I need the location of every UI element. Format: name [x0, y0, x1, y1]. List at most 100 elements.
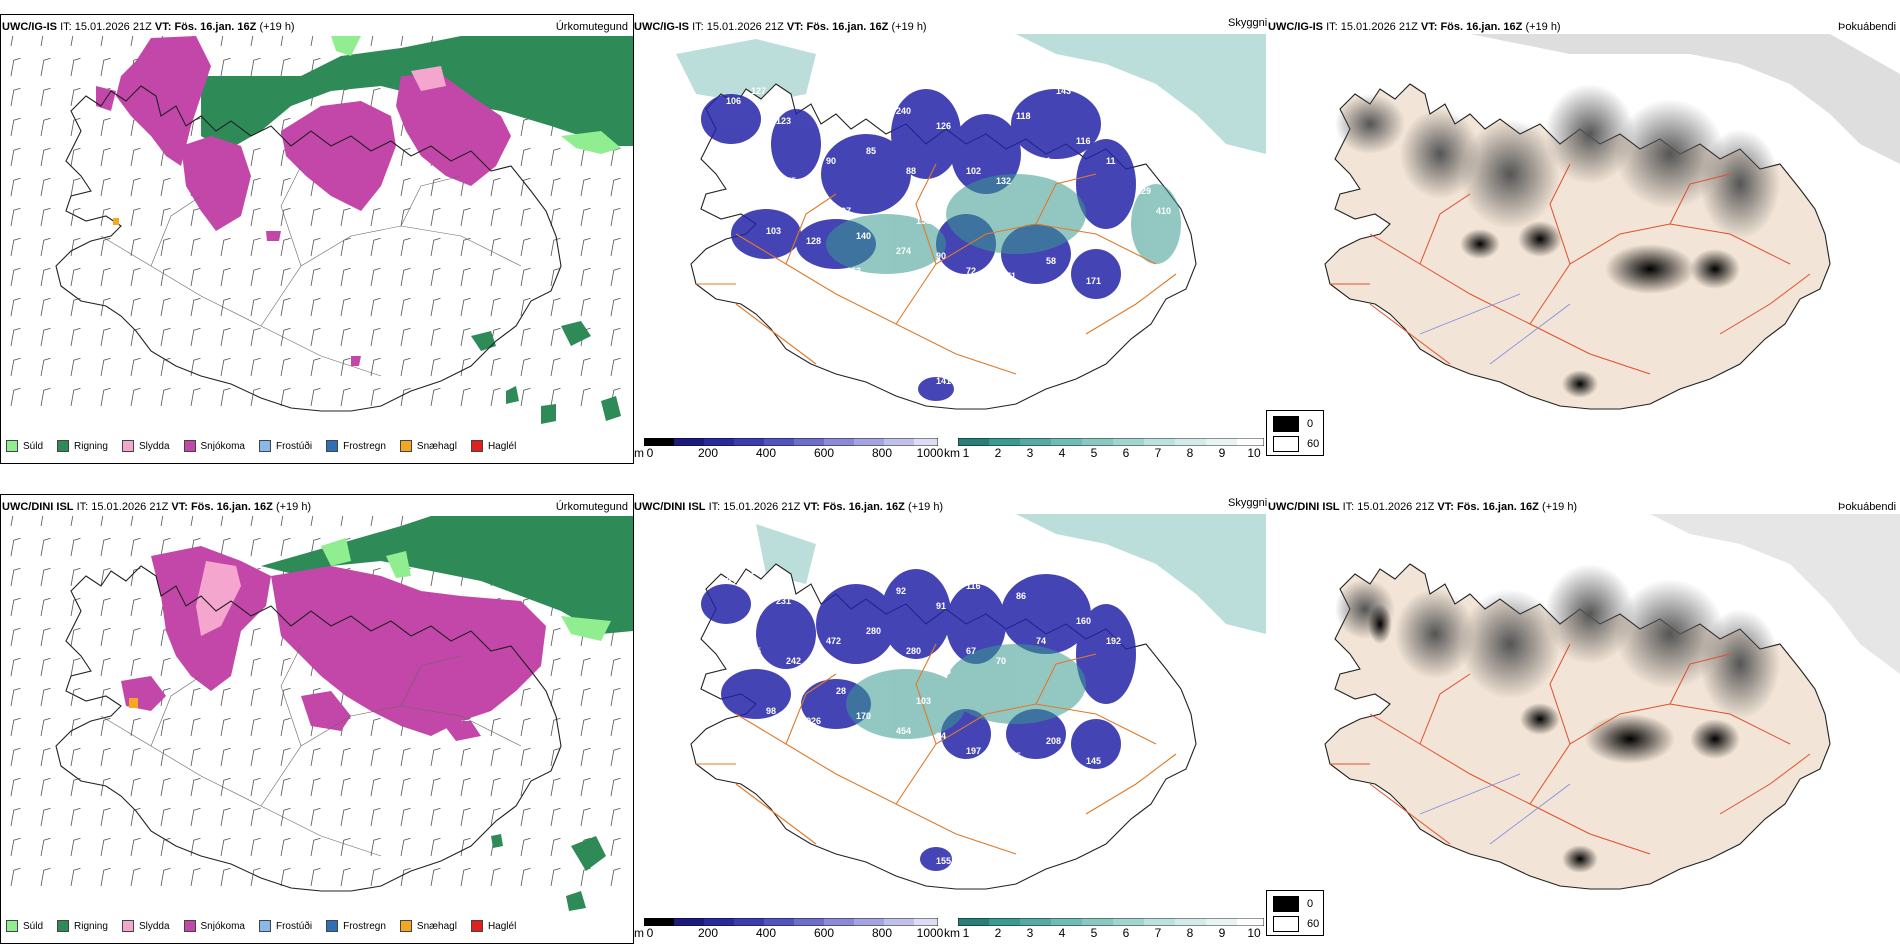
wind-barb — [100, 687, 111, 707]
wind-barb — [490, 357, 501, 377]
wind-barb — [160, 687, 171, 707]
wind-barb — [70, 747, 81, 767]
wind-barb — [610, 147, 621, 167]
legend-swatch — [1273, 896, 1299, 912]
wind-barb — [280, 267, 291, 287]
cloud-base-value: 128 — [806, 236, 821, 246]
wind-barb — [250, 717, 261, 737]
wind-barb — [40, 357, 51, 377]
wind-barb — [220, 717, 231, 737]
wind-barb — [610, 297, 621, 317]
wind-barb — [520, 807, 531, 827]
wind-barb — [100, 516, 104, 527]
wind-barb — [220, 327, 231, 347]
fog-offshore — [1650, 514, 1900, 674]
legend-swatch — [470, 920, 483, 932]
wind-barb — [160, 267, 171, 287]
wind-barb — [40, 147, 51, 167]
wind-barb — [490, 777, 501, 797]
wind-barb — [70, 117, 81, 137]
wind-barb — [280, 207, 291, 227]
cloud-base-value: 126 — [1106, 776, 1121, 786]
wind-barb — [580, 867, 591, 887]
wind-barb — [490, 807, 501, 827]
wind-barb — [610, 177, 621, 197]
wind-barb — [190, 207, 201, 227]
wind-barb — [580, 207, 591, 227]
wind-barb — [550, 297, 561, 317]
wind-barb — [610, 807, 621, 827]
wind-barb — [280, 177, 291, 197]
wind-barb — [400, 837, 411, 857]
cloud-base-value: 926 — [806, 716, 821, 726]
wind-barb — [40, 867, 51, 887]
cloud-base-value: 132 — [996, 176, 1011, 186]
cloud-base-value: 64 — [796, 756, 806, 766]
wind-barb — [250, 57, 261, 77]
visibility-colorbar-top — [958, 438, 1264, 446]
legend-swatch — [470, 440, 483, 452]
wind-barb — [220, 387, 231, 407]
wind-barb — [190, 777, 201, 797]
wind-barb — [250, 807, 261, 827]
cloud-base-value: 94 — [936, 731, 946, 741]
wind-barb — [100, 867, 111, 887]
wind-barb — [310, 807, 321, 827]
legend-swatch — [121, 440, 134, 452]
wind-barb — [400, 777, 411, 797]
wind-barb — [580, 387, 591, 407]
legend-swatch — [183, 440, 196, 452]
wind-barb — [10, 717, 21, 737]
wind-barb — [70, 297, 81, 317]
wind-barb — [190, 837, 201, 857]
wind-barb — [400, 747, 411, 767]
visibility-unit-top: km — [944, 446, 960, 460]
wind-barb — [70, 87, 81, 107]
wind-barb — [370, 207, 381, 227]
wind-barb — [220, 807, 231, 827]
wind-barb — [280, 867, 291, 887]
wind-barb — [160, 777, 171, 797]
wind-barb — [520, 207, 531, 227]
wind-barb — [10, 777, 21, 797]
cloud-base-labels: 106 127 123 171 240 126 89 118 143 151 74 80 75 90 85 8… — [726, 81, 1171, 386]
wind-barb — [130, 717, 141, 737]
legend-item: Snæhagl — [399, 920, 457, 932]
cloud-base-value: 242 — [786, 656, 801, 666]
legend-item: Haglél — [470, 920, 516, 932]
cloud-base-value: 116 — [966, 581, 981, 591]
wind-barb — [310, 516, 314, 527]
wind-barb — [160, 207, 171, 227]
wind-barb — [190, 747, 201, 767]
wind-barb — [130, 36, 134, 47]
legend-item: Snjókoma — [183, 440, 245, 452]
visibility-field — [756, 514, 1266, 634]
cloud-base-value: 208 — [1046, 736, 1061, 746]
rain-area — [261, 516, 633, 634]
visibility-unit-bottom: km — [944, 926, 960, 940]
cloud-base-value: 163 — [846, 266, 861, 276]
wind-barb — [400, 177, 411, 197]
cloud-base-value: 28 — [836, 686, 846, 696]
wind-barb — [100, 357, 111, 377]
cloud-base-value: 95 — [726, 576, 736, 586]
wind-barb — [40, 297, 51, 317]
wind-barb — [580, 687, 591, 707]
wind-barb — [370, 837, 381, 857]
wind-barb — [280, 657, 291, 677]
cloud-base-value: 71 — [1056, 566, 1066, 576]
wind-barb — [340, 327, 351, 347]
wind-barb — [430, 837, 441, 857]
wind-barb — [10, 357, 21, 377]
wind-barb — [550, 387, 561, 407]
wind-barb — [370, 516, 374, 527]
wind-barb — [70, 627, 81, 647]
wind-barb — [520, 747, 531, 767]
wind-barb — [130, 807, 141, 827]
legend-swatch — [1273, 436, 1299, 452]
wind-barb — [310, 837, 321, 857]
cloud-base-value: 152 — [1106, 296, 1121, 306]
wind-barb — [160, 747, 171, 767]
cloud-base-value: 158 — [916, 216, 931, 226]
low-cloud-field — [701, 569, 1136, 871]
